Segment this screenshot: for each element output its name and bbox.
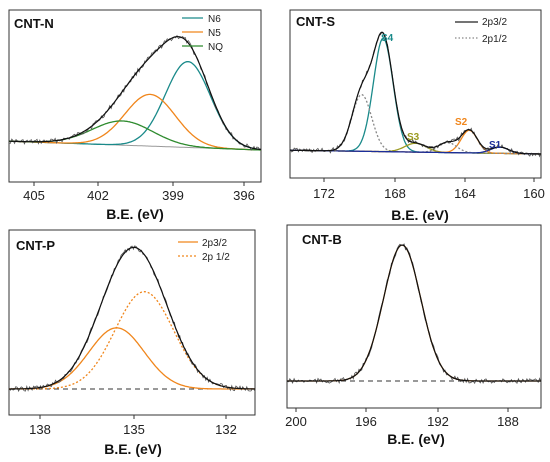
- peak-label-s3: S3: [407, 132, 420, 143]
- x-axis: 138 135 132 B.E. (eV): [29, 415, 237, 457]
- plot-frame: [8, 229, 256, 416]
- x-tick-label: 168: [384, 186, 406, 201]
- x-tick-label: 200: [285, 414, 307, 429]
- legend-label-2p32: 2p3/2: [202, 238, 227, 249]
- panel-cnt-b: CNT-B 200 196 192 188 B.E. (eV): [285, 224, 542, 447]
- curves: [8, 245, 256, 393]
- legend: N6 N5 NQ: [182, 14, 223, 53]
- peak-n5: [9, 93, 262, 151]
- peak-2p3-2: [9, 327, 255, 390]
- x-tick-label: 396: [233, 188, 255, 203]
- panel-cnt-n: CNT-N N6 N5 NQ 405 402 399 396 B.E. (eV): [8, 9, 262, 222]
- plot-frame: [286, 224, 542, 409]
- legend-label-nq: NQ: [208, 42, 223, 53]
- x-tick-label: 172: [313, 186, 335, 201]
- peak-label-s2: S2: [455, 117, 468, 128]
- panel-title: CNT-B: [302, 232, 342, 247]
- curves: [286, 243, 542, 385]
- x-tick-label: 399: [162, 188, 184, 203]
- x-axis: 200 196 192 188 B.E. (eV): [285, 408, 519, 447]
- peak-s4-2p1-2: [290, 94, 541, 155]
- legend-label-2p12: 2p1/2: [482, 34, 507, 45]
- curves: [289, 31, 542, 158]
- x-tick-label: 196: [355, 414, 377, 429]
- x-axis-label: B.E. (eV): [106, 206, 164, 222]
- x-tick-label: 138: [29, 422, 51, 437]
- x-tick-label: 192: [427, 414, 449, 429]
- panel-cnt-s: CNT-S 2p3/2 2p1/2 S4 S3 S2 S1 172 168 16…: [289, 9, 545, 223]
- legend: 2p3/2 2p1/2: [455, 17, 507, 45]
- legend: 2p3/2 2p 1/2: [178, 238, 230, 263]
- legend-label-2p32: 2p3/2: [482, 17, 507, 28]
- curves: [8, 34, 262, 151]
- peak-label-s1: S1: [489, 140, 502, 151]
- panel-cnt-p: CNT-P 2p3/2 2p 1/2 138 135 132 B.E. (eV): [8, 229, 256, 457]
- x-axis-label: B.E. (eV): [387, 431, 445, 447]
- raw-spectrum: [286, 243, 542, 385]
- plot-frame: [289, 9, 542, 179]
- x-axis: 405 402 399 396 B.E. (eV): [23, 182, 255, 222]
- x-axis-label: B.E. (eV): [391, 207, 449, 223]
- panel-title: CNT-S: [296, 14, 335, 29]
- peak-label-s4: S4: [381, 33, 394, 44]
- x-axis-label: B.E. (eV): [104, 441, 162, 457]
- x-tick-label: 160: [523, 186, 545, 201]
- fit-envelope: [9, 35, 262, 151]
- raw-spectrum: [8, 245, 256, 393]
- x-tick-label: 132: [215, 422, 237, 437]
- panel-title: CNT-N: [14, 16, 54, 31]
- x-tick-label: 405: [23, 188, 45, 203]
- legend-label-n6: N6: [208, 14, 221, 25]
- fit-envelope: [9, 246, 255, 390]
- peak-labels: S4 S3 S2 S1: [381, 33, 502, 151]
- panel-title: CNT-P: [16, 238, 55, 253]
- x-tick-label: 188: [497, 414, 519, 429]
- legend-label-n5: N5: [208, 28, 221, 39]
- fit-envelope: [287, 244, 541, 382]
- raw-spectrum: [8, 34, 262, 151]
- peak-2p-1-2: [9, 291, 255, 390]
- x-tick-label: 402: [87, 188, 109, 203]
- legend-label-2p12: 2p 1/2: [202, 252, 230, 263]
- plot-frame: [8, 9, 262, 183]
- x-axis: 172 168 164 160 B.E. (eV): [313, 178, 545, 223]
- peak-b: [287, 244, 541, 382]
- x-tick-label: 135: [123, 422, 145, 437]
- x-tick-label: 164: [454, 186, 476, 201]
- fit-envelope: [290, 31, 541, 155]
